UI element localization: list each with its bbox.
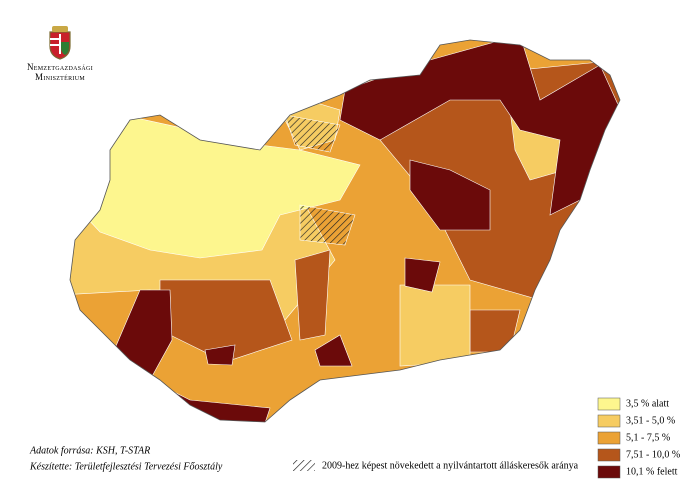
logo: [49, 26, 71, 60]
source-note: Adatok forrása: KSH, T-STAR: [29, 445, 150, 456]
hatch-swatch: [293, 460, 315, 471]
region: [204, 344, 236, 366]
legend: 3,5 % alatt 3,51 - 5,0 % 5,1 - 7,5 % 7,51 -…: [597, 397, 680, 479]
legend-label: 5,1 - 7,5 %: [626, 432, 670, 443]
legend-swatch: [597, 448, 621, 462]
hatched-region: [284, 114, 341, 153]
legend-swatch: [597, 397, 621, 411]
logo-line: Nemzetgazdasági: [27, 62, 93, 72]
region: [314, 334, 353, 367]
map: [70, 40, 620, 422]
region: [409, 159, 491, 231]
legend-swatch: [597, 414, 621, 428]
legend-label: 7,51 - 10,0 %: [626, 449, 680, 460]
legend-swatch: [597, 465, 621, 479]
legend-label: 3,51 - 5,0 %: [626, 415, 675, 426]
logo-line: Minisztérium: [35, 72, 85, 82]
region: [404, 257, 441, 293]
region: [294, 249, 331, 341]
hatched-region: [299, 204, 356, 246]
legend-swatch: [597, 431, 621, 445]
region: [339, 40, 620, 216]
region: [399, 284, 471, 367]
legend-label: 10,1 % felett: [626, 466, 678, 477]
hatch-label: 2009-hez képest növekedett a nyilvántart…: [322, 460, 579, 471]
region: [70, 109, 361, 259]
author-note: Készítette: Területfejlesztési Tervezési…: [29, 461, 223, 472]
region: [469, 309, 521, 353]
legend-label: 3,5 % alatt: [626, 398, 669, 409]
country-border: [69, 39, 621, 423]
